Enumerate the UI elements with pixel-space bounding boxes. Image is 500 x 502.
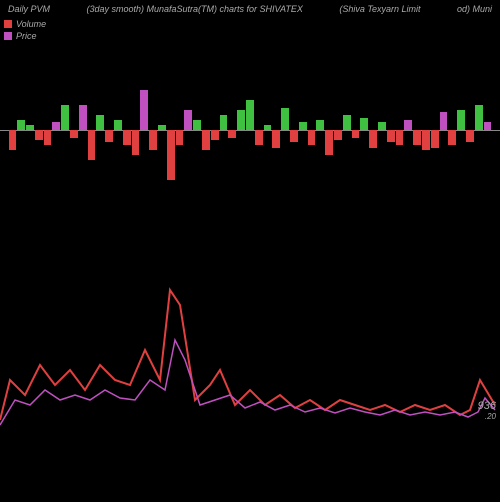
bar bbox=[96, 70, 104, 190]
header-right: od) Muni bbox=[457, 4, 492, 18]
bar bbox=[272, 70, 280, 190]
volume-bar-chart bbox=[0, 70, 500, 190]
bar bbox=[114, 70, 122, 190]
bar bbox=[105, 70, 113, 190]
bar bbox=[193, 70, 201, 190]
bar bbox=[290, 70, 298, 190]
header-center-left: (3day smooth) MunafaSutra(TM) charts for… bbox=[86, 4, 302, 18]
bar bbox=[167, 70, 175, 190]
volume-label: Volume bbox=[16, 19, 46, 29]
bar bbox=[132, 70, 140, 190]
bar bbox=[140, 70, 148, 190]
bar bbox=[360, 70, 368, 190]
chart-header: Daily PVM (3day smooth) MunafaSutra(TM) … bbox=[0, 4, 500, 18]
price-sub: .20 bbox=[478, 412, 496, 421]
bar bbox=[404, 70, 412, 190]
bar bbox=[9, 70, 17, 190]
price-main: 936 bbox=[478, 400, 496, 412]
price-line-chart bbox=[0, 250, 500, 500]
bar bbox=[184, 70, 192, 190]
bar bbox=[158, 70, 166, 190]
line-series-2 bbox=[0, 340, 495, 425]
line-svg bbox=[0, 250, 500, 500]
bar bbox=[413, 70, 421, 190]
bar bbox=[88, 70, 96, 190]
bar bbox=[396, 70, 404, 190]
legend-volume: Volume bbox=[4, 18, 46, 30]
price-swatch bbox=[4, 32, 12, 40]
bar bbox=[484, 70, 492, 190]
bar bbox=[44, 70, 52, 190]
bar bbox=[378, 70, 386, 190]
legend-price: Price bbox=[4, 30, 46, 42]
bar bbox=[352, 70, 360, 190]
bar bbox=[387, 70, 395, 190]
bar bbox=[369, 70, 377, 190]
bar bbox=[61, 70, 69, 190]
bar bbox=[35, 70, 43, 190]
bar bbox=[308, 70, 316, 190]
bar bbox=[220, 70, 228, 190]
header-left: Daily PVM bbox=[8, 4, 50, 18]
bars-container bbox=[8, 70, 492, 190]
volume-swatch bbox=[4, 20, 12, 28]
bar bbox=[202, 70, 210, 190]
bar bbox=[457, 70, 465, 190]
bar bbox=[422, 70, 430, 190]
bar bbox=[176, 70, 184, 190]
bar bbox=[26, 70, 34, 190]
bar bbox=[246, 70, 254, 190]
bar bbox=[316, 70, 324, 190]
bar bbox=[255, 70, 263, 190]
bar bbox=[431, 70, 439, 190]
bar bbox=[228, 70, 236, 190]
bar bbox=[70, 70, 78, 190]
chart-legend: Volume Price bbox=[4, 18, 46, 42]
header-center-right: (Shiva Texyarn Limit bbox=[339, 4, 420, 18]
bar bbox=[448, 70, 456, 190]
price-label-text: Price bbox=[16, 31, 37, 41]
bar bbox=[17, 70, 25, 190]
bar bbox=[264, 70, 272, 190]
bar bbox=[334, 70, 342, 190]
bar bbox=[343, 70, 351, 190]
bar bbox=[79, 70, 87, 190]
bar bbox=[325, 70, 333, 190]
bar bbox=[299, 70, 307, 190]
bar bbox=[149, 70, 157, 190]
line-series-1 bbox=[0, 290, 495, 420]
bar bbox=[123, 70, 131, 190]
bar bbox=[211, 70, 219, 190]
bar bbox=[281, 70, 289, 190]
bar bbox=[466, 70, 474, 190]
current-price-label: 936.20 bbox=[478, 400, 496, 421]
bar bbox=[475, 70, 483, 190]
bar bbox=[440, 70, 448, 190]
bar bbox=[52, 70, 60, 190]
bar bbox=[237, 70, 245, 190]
